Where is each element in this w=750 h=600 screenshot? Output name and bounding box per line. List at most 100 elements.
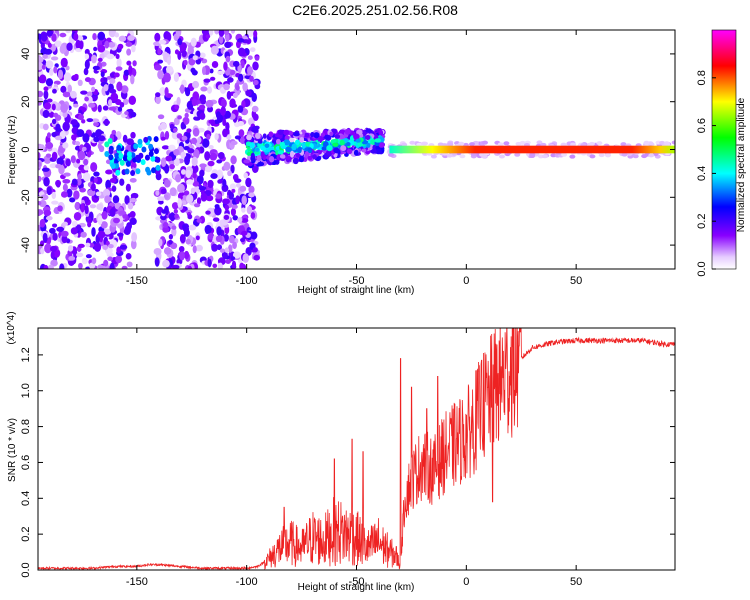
- heatmap-cell: [248, 185, 255, 194]
- heatmap-cell: [201, 66, 207, 76]
- heatmap-cell: [97, 57, 103, 62]
- heatmap-cell: [297, 146, 302, 154]
- heatmap-cell: [122, 155, 128, 162]
- heatmap-cell: [257, 139, 263, 144]
- heatmap-cell: [447, 142, 454, 147]
- heatmap-cell: [125, 183, 131, 192]
- heatmap-cell: [88, 102, 96, 108]
- heatmap-cell: [74, 202, 80, 210]
- snr-ytick-label: 0.4: [20, 491, 32, 506]
- heatmap-cell: [250, 152, 255, 159]
- heatmap-cell: [226, 90, 232, 100]
- heatmap-cell: [103, 84, 109, 92]
- colorbar-tick-label: 0.0: [696, 261, 708, 276]
- heatmap-cell: [193, 203, 201, 208]
- heatmap-cell: [143, 136, 149, 143]
- heatmap-cell: [241, 207, 246, 213]
- heatmap-cell: [109, 262, 115, 269]
- snr-ytick-label: 0.0: [20, 562, 32, 577]
- heatmap-cell: [199, 169, 205, 177]
- heatmap-cell: [326, 149, 333, 156]
- chart-title: C2E6.2025.251.02.56.R08: [292, 2, 458, 18]
- heatmap-cell: [44, 102, 51, 110]
- heatmap-cell: [620, 142, 627, 147]
- heatmap-cell: [101, 211, 108, 220]
- heatmap-cell: [47, 264, 54, 269]
- heatmap-cell: [90, 183, 96, 192]
- heatmap-cell: [162, 221, 169, 228]
- heatmap-cell: [498, 154, 505, 159]
- heatmap-cell: [154, 64, 162, 71]
- heatmap-axes: -150 -100 -50 0 50 -40 -20 0 20 40: [20, 30, 675, 287]
- heatmap-cell: [218, 34, 224, 44]
- heatmap-cell: [184, 112, 189, 119]
- snr-axes: -150 -100 -50 0 50 0.0 0.2 0.4 0.6 0.8 1.0 1.2: [20, 328, 675, 588]
- heatmap-cell: [246, 134, 252, 141]
- heatmap-cell: [38, 161, 42, 167]
- colorbar: 0.0 0.2 0.4 0.6 0.8 Normalized spectral ampl…: [696, 29, 747, 277]
- heatmap-cell: [65, 65, 70, 71]
- heatmap-cell: [177, 38, 183, 46]
- heatmap-cell: [541, 154, 548, 159]
- heatmap-cell: [329, 131, 334, 137]
- heatmap-cell: [93, 171, 100, 177]
- heatmap-cell: [118, 152, 124, 159]
- heatmap-cell: [536, 140, 543, 145]
- heatmap-cell: [232, 60, 240, 67]
- heatmap-cell: [164, 130, 170, 140]
- heatmap-cell: [102, 244, 109, 250]
- heatmap-cell: [93, 177, 98, 183]
- heatmap-cell: [216, 244, 223, 251]
- heatmap-cell: [55, 163, 62, 169]
- heatmap-cell: [192, 180, 200, 187]
- heatmap-cell: [355, 138, 361, 143]
- heatmap-cell: [188, 224, 197, 231]
- heatmap-cell: [339, 139, 345, 146]
- heatmap-cell: [124, 110, 129, 115]
- heatmap-cell: [116, 57, 122, 68]
- heatmap-cell: [127, 35, 135, 42]
- heatmap-cell: [223, 83, 230, 91]
- heatmap-cell: [85, 254, 92, 259]
- heatmap-cell: [85, 242, 91, 248]
- heatmap-cell: [191, 69, 198, 76]
- heatmap-cell: [173, 117, 180, 126]
- heatmap-ylabel: Frequency (Hz): [7, 116, 18, 185]
- heatmap-cell: [65, 30, 71, 34]
- heatmap-cell: [173, 208, 178, 214]
- heatmap-cell: [38, 200, 42, 206]
- heatmap-cell: [216, 159, 223, 164]
- heatmap-cell: [96, 203, 103, 210]
- heatmap-cell: [292, 157, 299, 165]
- heatmap-cell: [46, 98, 53, 103]
- heatmap-cell: [215, 193, 222, 199]
- heatmap-cell: [185, 238, 191, 245]
- heatmap-cell: [119, 101, 125, 108]
- heatmap-cell: [76, 158, 81, 164]
- heatmap-cell: [71, 178, 78, 186]
- heatmap-cell: [60, 57, 68, 68]
- heatmap-cell: [121, 85, 129, 94]
- heatmap-cell: [38, 101, 42, 106]
- heatmap-cell: [38, 97, 43, 103]
- heatmap-cell: [174, 104, 180, 110]
- heatmap-cell: [232, 251, 241, 259]
- heatmap-cell: [225, 122, 230, 131]
- heatmap-cell: [103, 77, 108, 82]
- heatmap-cell: [184, 155, 190, 166]
- heatmap-ytick-label: -20: [20, 189, 32, 205]
- heatmap-cell: [98, 145, 105, 153]
- heatmap-cell: [365, 143, 371, 148]
- colorbar-tick-label: 0.8: [696, 70, 708, 85]
- heatmap-cell: [166, 56, 171, 65]
- heatmap-cell: [154, 32, 161, 42]
- heatmap-cell: [250, 212, 256, 219]
- heatmap-cell: [71, 134, 77, 141]
- heatmap-cells: [38, 30, 675, 269]
- heatmap-cell: [92, 65, 100, 71]
- heatmap-cell: [209, 152, 218, 161]
- colorbar-label: Normalized spectral amplitude: [736, 97, 747, 232]
- heatmap-cell: [100, 221, 108, 229]
- heatmap-cell: [123, 98, 129, 105]
- heatmap-cell: [123, 69, 130, 76]
